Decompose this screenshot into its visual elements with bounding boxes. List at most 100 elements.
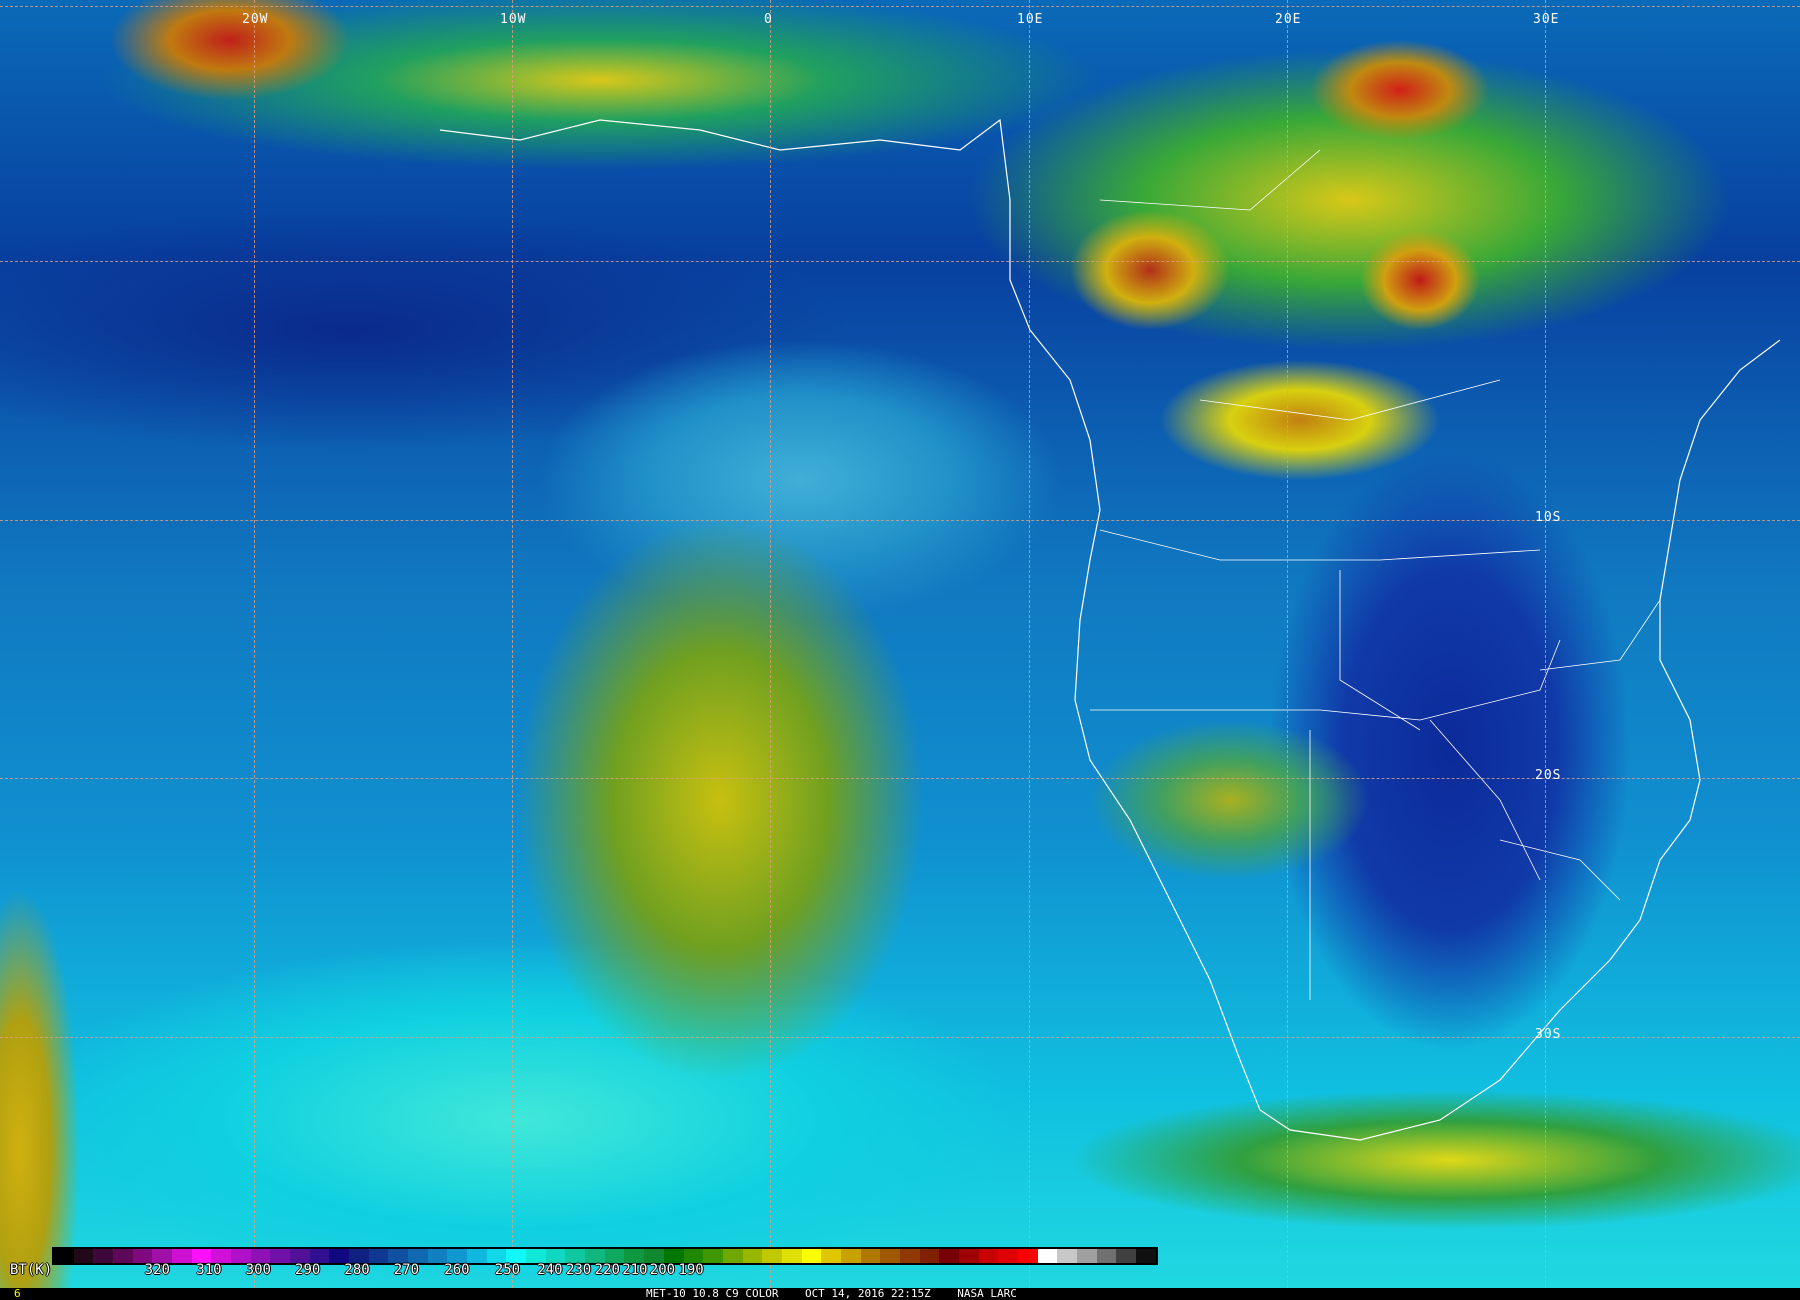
lon-label: 0: [764, 12, 773, 27]
colorbar-tick-label: 310: [196, 1262, 222, 1278]
colorbar-tick-label: 240: [537, 1262, 563, 1278]
colorbar-tick-label: 250: [494, 1262, 521, 1278]
colorbar-segment: [742, 1249, 763, 1263]
colorbar-segment: [919, 1249, 940, 1263]
country-borders: [1090, 149, 1661, 1000]
colorbar-segment: [683, 1249, 704, 1263]
lat-label: 20S: [1535, 768, 1562, 783]
colorbar-segment: [93, 1249, 114, 1263]
colorbar-tick-label: 260: [444, 1262, 470, 1278]
africa-coastline: [439, 118, 1781, 1141]
colorbar-segment: [250, 1249, 271, 1263]
colorbar-segment: [840, 1249, 861, 1263]
colorbar-segment: [801, 1249, 822, 1263]
lat-label: 10S: [1535, 510, 1562, 525]
colorbar-segment: [506, 1249, 527, 1263]
colorbar-segment: [113, 1249, 133, 1263]
lon-label: 30E: [1533, 12, 1560, 27]
colorbar-segment: [722, 1249, 743, 1263]
brightness-temperature-colorbar: [52, 1247, 1158, 1265]
lat-label: 30S: [1535, 1027, 1562, 1042]
parallel-top: [0, 6, 1800, 7]
colorbar-segment: [368, 1249, 389, 1263]
colorbar-segment: [427, 1249, 448, 1263]
frame-number: 6: [14, 1287, 21, 1300]
meridian-20e: [1287, 0, 1288, 1288]
colorbar-segment: [329, 1249, 350, 1263]
parallel-20s: [0, 778, 1800, 779]
colorbar-segment: [231, 1249, 251, 1263]
image-caption: MET-10 10.8 C9 COLOR OCT 14, 2016 22:15Z…: [646, 1287, 1017, 1300]
colorbar-segment: [958, 1249, 979, 1263]
colorbar-segment: [54, 1249, 74, 1263]
colorbar-segment: [486, 1249, 507, 1263]
colorbar-segment: [585, 1249, 605, 1263]
parallel-10s: [0, 520, 1800, 521]
colorbar-segment: [309, 1249, 330, 1263]
colorbar-segment: [624, 1249, 645, 1263]
colorbar-segment: [545, 1249, 566, 1263]
meridian-10w: [512, 0, 513, 1288]
colorbar-tick-label: 300: [245, 1262, 271, 1278]
colorbar-segment: [73, 1249, 94, 1263]
colorbar-segment: [526, 1249, 546, 1263]
colorbar-segment: [172, 1249, 192, 1263]
colorbar-segment: [290, 1249, 310, 1263]
colorbar-tick-label: 210: [622, 1262, 648, 1278]
lon-label: 10E: [1017, 12, 1044, 27]
colorbar-segment: [349, 1249, 369, 1263]
colorbar-segment: [860, 1249, 881, 1263]
colorbar-segment: [1017, 1249, 1038, 1263]
colorbar-segment: [447, 1249, 468, 1263]
colorbar-segment: [762, 1249, 782, 1263]
colorbar-segment: [388, 1249, 409, 1263]
meridian-30e: [1545, 0, 1546, 1288]
colorbar-tick-label: 190: [678, 1262, 704, 1278]
colorbar-segment: [899, 1249, 920, 1263]
colorbar-segment: [565, 1249, 586, 1263]
colorbar-segment: [132, 1249, 153, 1263]
meridian-20w: [254, 0, 255, 1288]
colorbar-segment: [1037, 1249, 1058, 1263]
colorbar-segment: [1076, 1249, 1097, 1263]
colorbar-segment: [191, 1249, 212, 1263]
colorbar-segment: [467, 1249, 487, 1263]
colorbar-segment: [880, 1249, 900, 1263]
lon-label: 20E: [1275, 12, 1302, 27]
meridian-10e: [1029, 0, 1030, 1288]
colorbar-tick-label: 270: [393, 1262, 420, 1278]
colorbar-segment: [152, 1249, 173, 1263]
colorbar-segment: [998, 1249, 1018, 1263]
parallel-0: [0, 261, 1800, 262]
colorbar-segment: [1135, 1249, 1156, 1263]
parallel-30s: [0, 1037, 1800, 1038]
colorbar-segment: [1096, 1249, 1117, 1263]
colorbar-segment: [1057, 1249, 1077, 1263]
colorbar-segment: [644, 1249, 664, 1263]
colorbar-tick-label: 220: [594, 1262, 620, 1278]
colorbar-tick-label: 320: [144, 1262, 170, 1278]
colorbar-segment: [270, 1249, 291, 1263]
colorbar-tick-label: 290: [295, 1262, 321, 1278]
colorbar-segment: [821, 1249, 841, 1263]
lon-label: 10W: [500, 12, 527, 27]
colorbar-tick-label: 200: [649, 1262, 676, 1278]
colorbar-segment: [408, 1249, 428, 1263]
meridian-0: [770, 0, 771, 1288]
colorbar-segment: [663, 1249, 684, 1263]
colorbar-unit-label: BT(K): [10, 1262, 53, 1278]
footer-bar: 6 MET-10 10.8 C9 COLOR OCT 14, 2016 22:1…: [0, 1288, 1800, 1300]
colorbar-tick-label: 280: [344, 1262, 370, 1278]
colorbar-segment: [604, 1249, 625, 1263]
lon-label: 20W: [242, 12, 269, 27]
colorbar-segment: [781, 1249, 802, 1263]
colorbar-segment: [978, 1249, 999, 1263]
colorbar-segment: [1116, 1249, 1136, 1263]
colorbar-segment: [703, 1249, 723, 1263]
colorbar-segment: [211, 1249, 232, 1263]
colorbar-tick-label: 230: [565, 1262, 592, 1278]
colorbar-segment: [939, 1249, 959, 1263]
